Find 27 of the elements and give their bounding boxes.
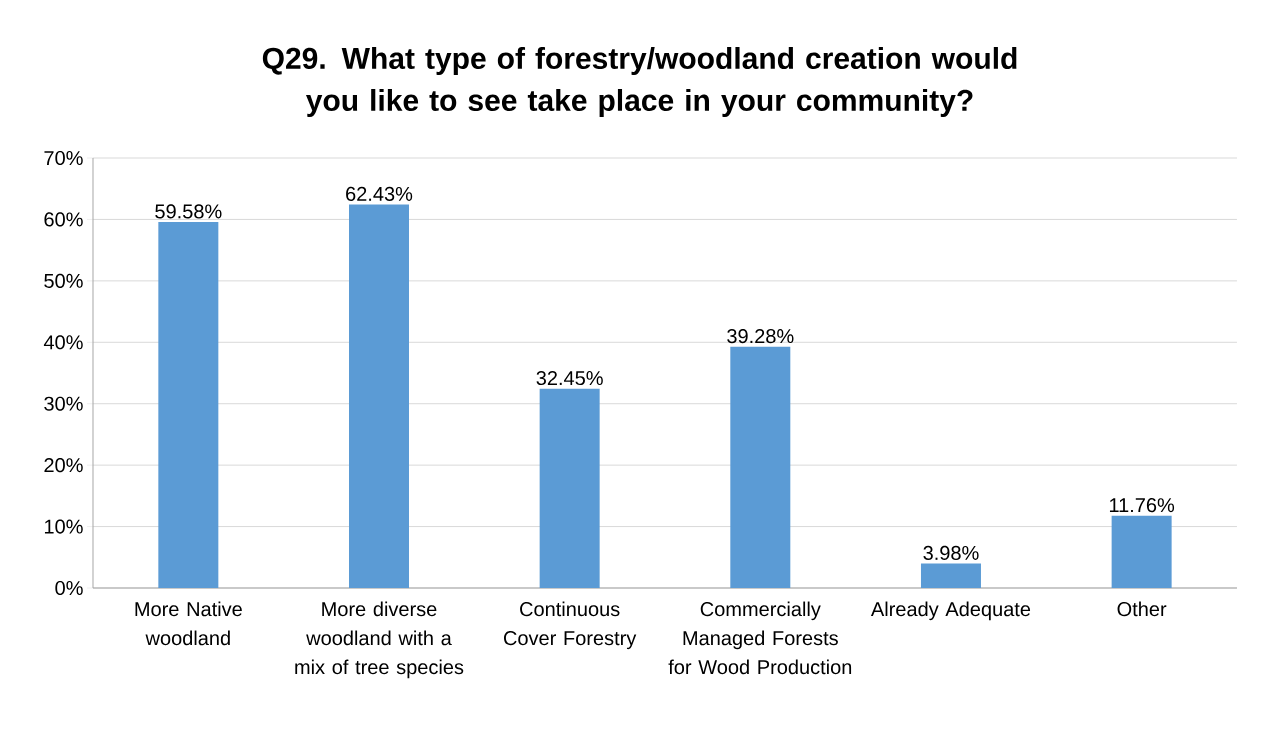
y-tick-label: 10% [44,519,83,534]
chart-title: Q29. What type of forestry/woodland creation would you like to see take place in your community? [262,47,1017,117]
y-tick-label: 40% [43,335,83,350]
data-label: 11.76% [1109,498,1175,513]
bar [158,222,219,588]
data-label: 32.45% [536,370,603,386]
data-label: 3.98% [923,545,979,561]
y-tick-label: 70% [44,150,83,166]
y-tick-label: 30% [44,396,83,411]
y-tick-label: 60% [44,212,83,227]
x-tick-label: More diverse woodland with a mix of tree species [295,601,464,679]
y-tick-label: 20% [44,458,83,473]
x-tick-label: Continuous Cover Forestry [503,601,637,650]
y-tick-label: 50% [44,273,83,288]
bar [539,388,600,588]
bar [349,204,409,588]
bar [920,563,981,588]
x-tick-label: Other [1117,601,1167,617]
bar [730,346,791,588]
data-label: 62.43% [346,186,413,201]
x-tick-label: Commercially Managed Forests for Wood Production [668,601,852,675]
x-tick-label: More Native woodland [135,601,242,646]
x-tick-label: Already Adequate [870,601,1031,621]
bar [1111,515,1172,588]
y-tick-label: 0% [55,580,83,596]
data-label: 59.58% [155,204,222,219]
data-label: 39.28% [727,329,794,344]
